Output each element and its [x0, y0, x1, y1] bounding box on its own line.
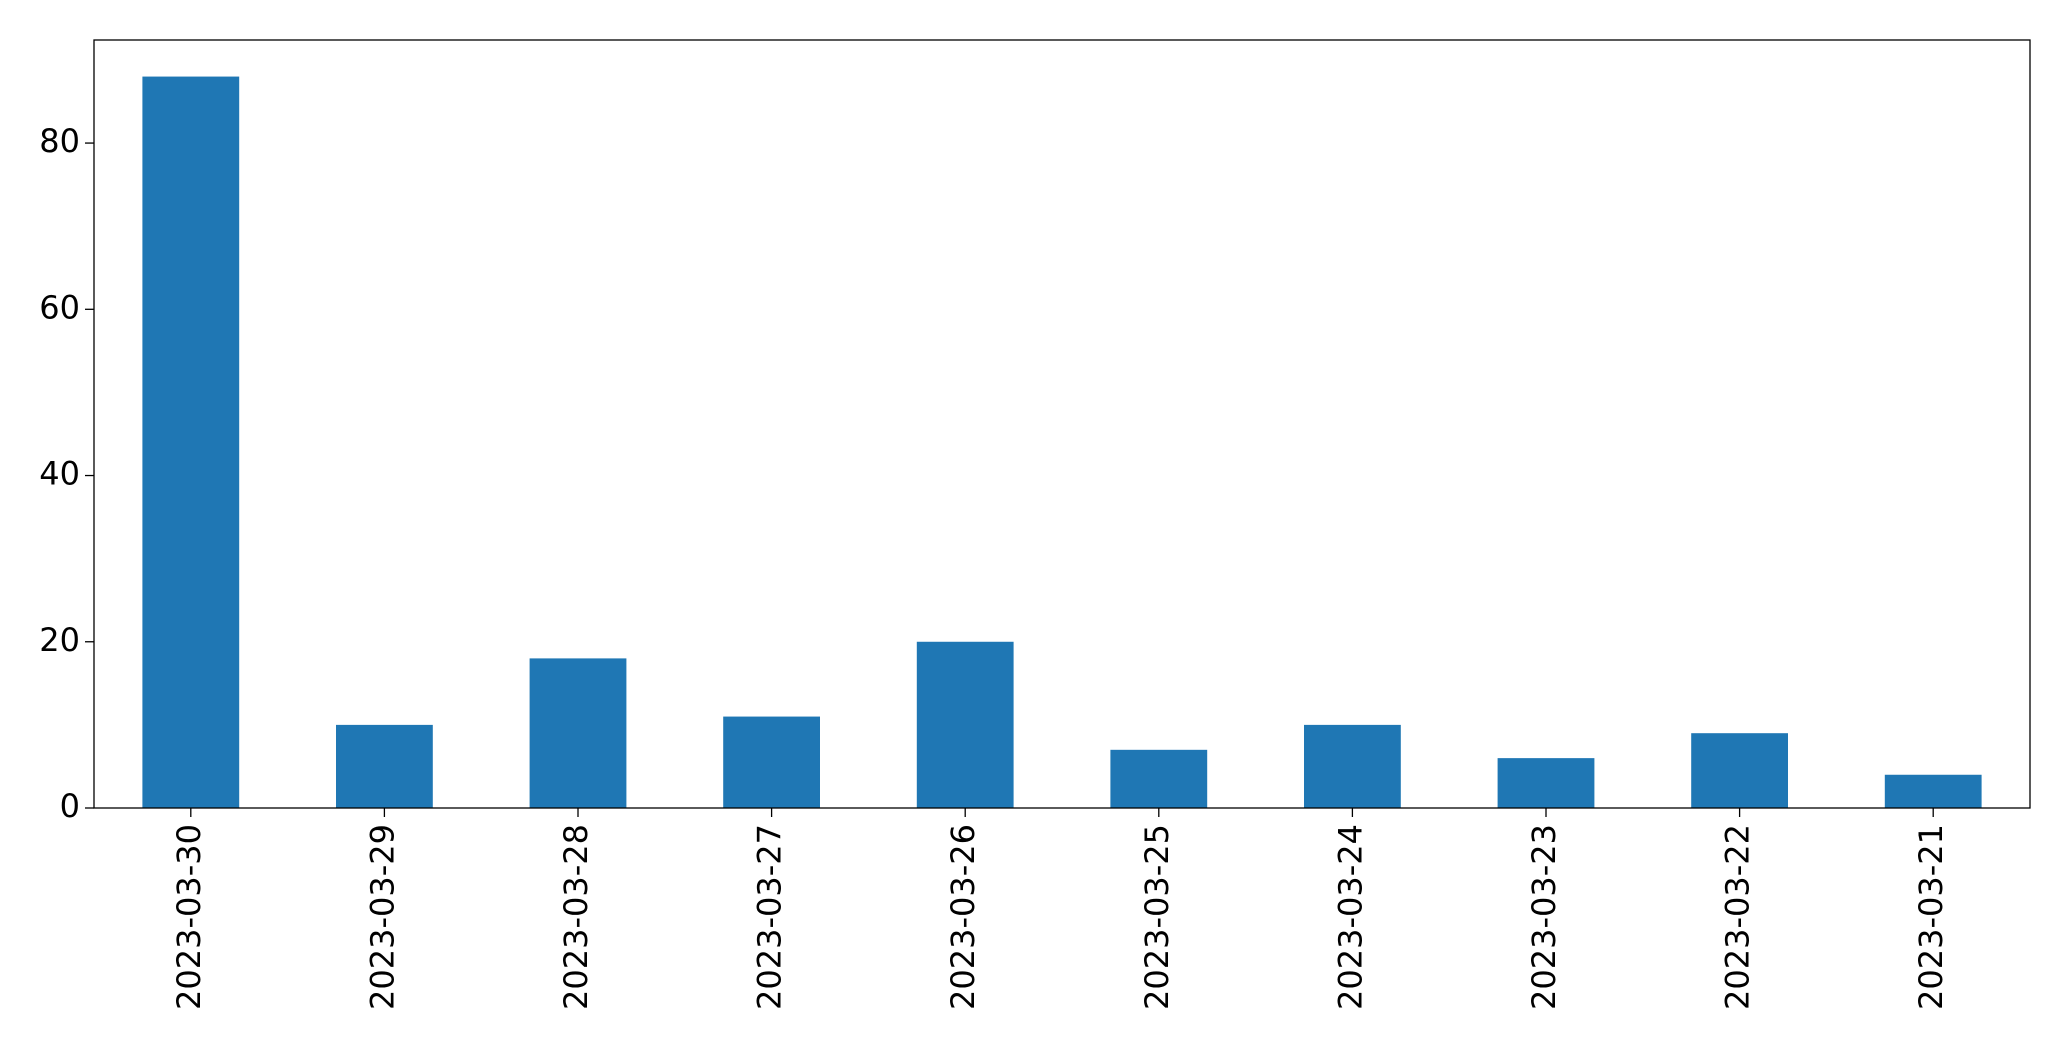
y-tick-label: 20	[39, 621, 80, 659]
bar	[1304, 724, 1401, 808]
x-tick-label: 2023-03-28	[557, 824, 595, 1010]
bar	[336, 724, 433, 808]
x-tick-label: 2023-03-25	[1138, 824, 1176, 1010]
x-tick-label: 2023-03-23	[1525, 824, 1563, 1010]
bar	[1691, 733, 1788, 808]
bar	[529, 658, 627, 808]
y-tick-label: 40	[39, 455, 80, 493]
y-tick-label: 0	[60, 787, 80, 825]
bar	[723, 716, 820, 808]
y-tick-label: 60	[39, 288, 80, 326]
bar	[1497, 758, 1595, 808]
x-tick-label: 2023-03-29	[363, 824, 401, 1010]
x-tick-label: 2023-03-21	[1912, 824, 1950, 1010]
x-tick-label: 2023-03-30	[170, 824, 208, 1010]
x-tick-label: 2023-03-24	[1331, 824, 1369, 1010]
x-tick-label: 2023-03-26	[944, 824, 982, 1010]
bar	[916, 641, 1014, 808]
bar	[1110, 749, 1208, 808]
y-tick-label: 80	[39, 122, 80, 160]
bar	[1884, 774, 1982, 808]
x-tick-label: 2023-03-22	[1719, 824, 1757, 1010]
x-tick-label: 2023-03-27	[751, 824, 789, 1010]
bar	[142, 76, 240, 809]
plot-frame	[93, 39, 2031, 809]
